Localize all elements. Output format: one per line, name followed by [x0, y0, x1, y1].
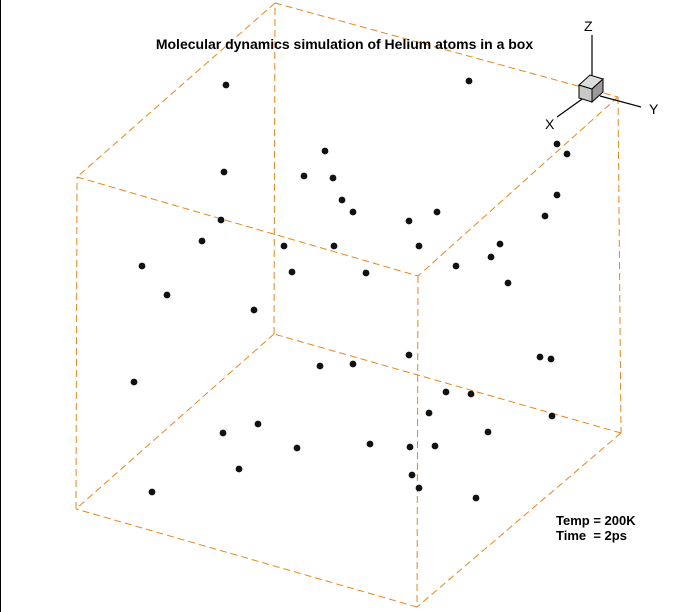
y-axis-line — [599, 95, 642, 108]
helium-atom — [220, 168, 228, 176]
helium-atom — [138, 262, 146, 270]
left-edge-rule — [0, 0, 1, 612]
box-edge — [75, 508, 418, 608]
helium-atom — [198, 237, 206, 245]
helium-atom — [405, 351, 413, 359]
helium-atom — [553, 191, 561, 199]
helium-atom — [465, 77, 473, 85]
helium-atom — [293, 444, 301, 452]
time-label: Time = 2ps — [556, 528, 627, 543]
helium-atom — [250, 306, 258, 314]
helium-atom — [467, 390, 475, 398]
helium-atom — [431, 442, 439, 450]
helium-atom — [321, 147, 329, 155]
helium-atom — [316, 362, 324, 370]
x-axis-label: X — [545, 116, 555, 132]
helium-atom — [541, 212, 549, 220]
helium-atom — [349, 360, 357, 368]
helium-atom — [219, 429, 227, 437]
helium-atom — [405, 217, 413, 225]
helium-atom — [130, 378, 138, 386]
box-edge — [417, 96, 619, 277]
box-edge — [274, 2, 619, 98]
box-edge — [76, 176, 419, 277]
helium-atom — [425, 409, 433, 417]
helium-atom — [362, 269, 370, 277]
helium-atom — [300, 172, 308, 180]
helium-atom — [408, 471, 416, 479]
helium-atom — [415, 484, 423, 492]
helium-atom — [163, 291, 171, 299]
helium-atom — [563, 150, 571, 158]
box-edge — [75, 333, 275, 510]
helium-atom — [553, 140, 561, 148]
orientation-cube-side — [591, 77, 604, 104]
simulation-box — [75, 2, 622, 608]
helium-atom — [329, 174, 337, 182]
x-axis-line — [556, 96, 586, 118]
box-edge — [416, 275, 419, 608]
helium-atom — [338, 196, 346, 204]
helium-atom — [288, 268, 296, 276]
box-edge — [273, 2, 276, 335]
box-edge — [273, 333, 622, 434]
helium-atom — [406, 443, 414, 451]
helium-atom — [472, 494, 480, 502]
box-edge — [76, 2, 276, 178]
temperature-label: Temp = 200K — [556, 513, 636, 528]
helium-atom — [235, 465, 243, 473]
helium-atom — [484, 428, 492, 436]
helium-atom — [536, 353, 544, 361]
helium-atom — [330, 242, 338, 250]
axis-triad: Z Y X — [545, 18, 659, 132]
box-edge — [416, 432, 622, 608]
atoms-layer — [130, 77, 571, 502]
helium-atom — [487, 253, 495, 261]
simulation-info: Temp = 200K Time = 2ps — [556, 513, 636, 543]
box-edge — [617, 96, 622, 434]
helium-atom — [548, 412, 556, 420]
box-edge — [75, 176, 78, 510]
helium-atom — [217, 216, 225, 224]
helium-atom — [452, 262, 460, 270]
helium-atom — [280, 242, 288, 250]
helium-atom — [496, 240, 504, 248]
y-axis-label: Y — [649, 101, 659, 117]
helium-atom — [366, 440, 374, 448]
helium-atom — [547, 355, 555, 363]
plot-title: Molecular dynamics simulation of Helium … — [155, 36, 534, 52]
helium-atom — [442, 388, 450, 396]
helium-atom — [148, 488, 156, 496]
helium-atom — [433, 208, 441, 216]
helium-atom — [415, 242, 423, 250]
helium-atom — [254, 420, 262, 428]
helium-atom — [504, 279, 512, 287]
z-axis-label: Z — [584, 18, 593, 34]
helium-atom — [349, 208, 357, 216]
helium-atom — [222, 81, 230, 89]
